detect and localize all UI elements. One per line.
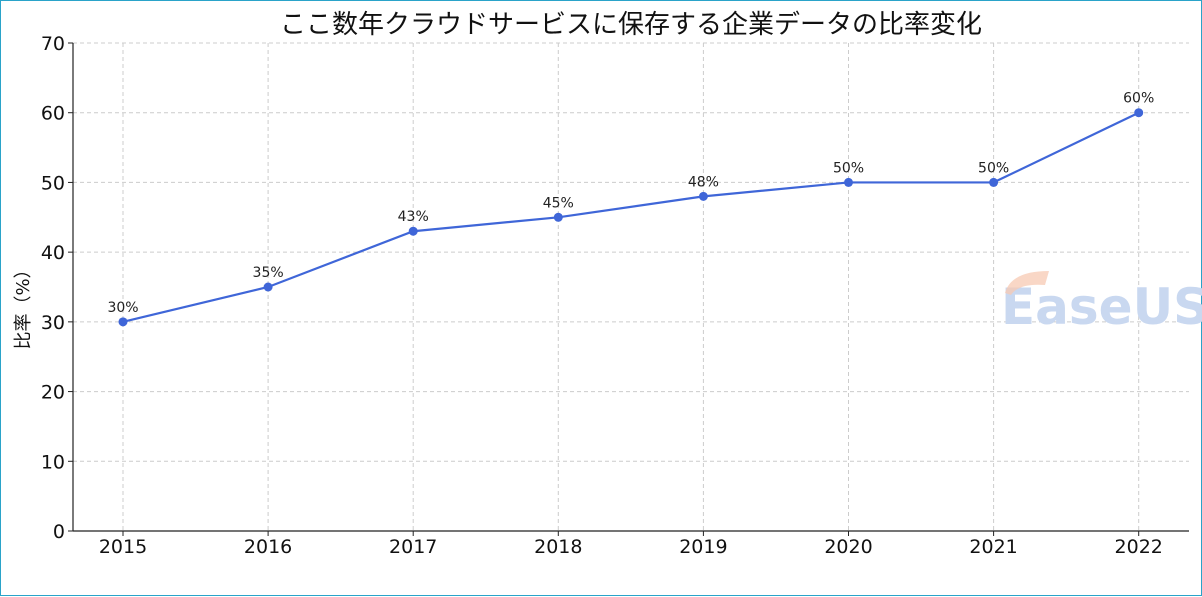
- data-label: 30%: [107, 300, 138, 316]
- data-label: 45%: [543, 195, 574, 211]
- x-tick-label: 2021: [969, 536, 1017, 558]
- data-labels: 30% 35% 43% 45% 48% 50% 50% 60%: [107, 91, 1154, 316]
- y-tick-label: 40: [41, 242, 65, 264]
- data-label: 48%: [688, 174, 719, 190]
- data-point: [989, 177, 999, 187]
- y-tick-label: 0: [53, 521, 65, 543]
- series-line: [118, 108, 1144, 327]
- data-label: 43%: [398, 209, 429, 225]
- data-label: 50%: [833, 160, 864, 176]
- data-point: [263, 282, 273, 292]
- x-tick-label: 2022: [1115, 536, 1163, 558]
- data-point: [1134, 108, 1144, 118]
- grid: [73, 42, 1189, 531]
- y-tick-label: 20: [41, 382, 65, 404]
- series-polyline: [122, 111, 1140, 323]
- watermark-swoosh-icon: [1005, 271, 1049, 295]
- x-tick-label: 2016: [244, 536, 292, 558]
- y-tick-label: 30: [41, 312, 65, 334]
- y-tick-label: 10: [41, 451, 65, 473]
- x-tick-label: 2020: [824, 536, 872, 558]
- x-tick-label: 2018: [534, 536, 582, 558]
- chart-title: ここ数年クラウドサービスに保存する企業データの比率変化: [280, 10, 982, 40]
- x-tick-label: 2019: [679, 536, 727, 558]
- y-tick-label: 50: [41, 172, 65, 194]
- data-point: [698, 191, 708, 201]
- x-tick-label: 2017: [389, 536, 437, 558]
- y-tick-label: 60: [41, 103, 65, 125]
- data-point: [553, 212, 563, 222]
- data-label: 35%: [253, 265, 284, 281]
- y-tick-label: 70: [41, 33, 65, 55]
- data-label: 60%: [1123, 91, 1154, 107]
- x-tick-label: 2015: [99, 536, 147, 558]
- watermark-text: EaseUS: [1001, 278, 1202, 336]
- axes: 0 10 20 30 40 50 60 70 2015 2016 2017 2018 2019 2020 2…: [41, 33, 1189, 558]
- data-label: 50%: [978, 160, 1009, 176]
- easeus-watermark: EaseUS: [1001, 271, 1202, 336]
- data-point: [408, 226, 418, 236]
- data-point: [844, 177, 853, 187]
- data-point: [118, 317, 128, 327]
- y-axis-label: 比率（%）: [13, 260, 34, 349]
